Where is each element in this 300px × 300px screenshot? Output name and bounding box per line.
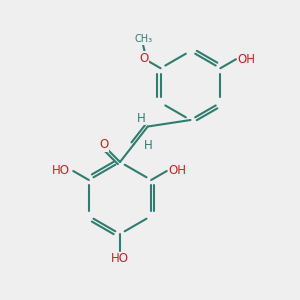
Text: OH: OH (168, 164, 186, 178)
Text: HO: HO (52, 164, 70, 178)
Text: OH: OH (238, 53, 256, 66)
Text: HO: HO (111, 252, 129, 265)
Text: O: O (140, 52, 149, 64)
Text: CH₃: CH₃ (134, 34, 152, 44)
Text: O: O (99, 138, 108, 151)
Text: H: H (137, 112, 146, 124)
Text: H: H (143, 139, 152, 152)
